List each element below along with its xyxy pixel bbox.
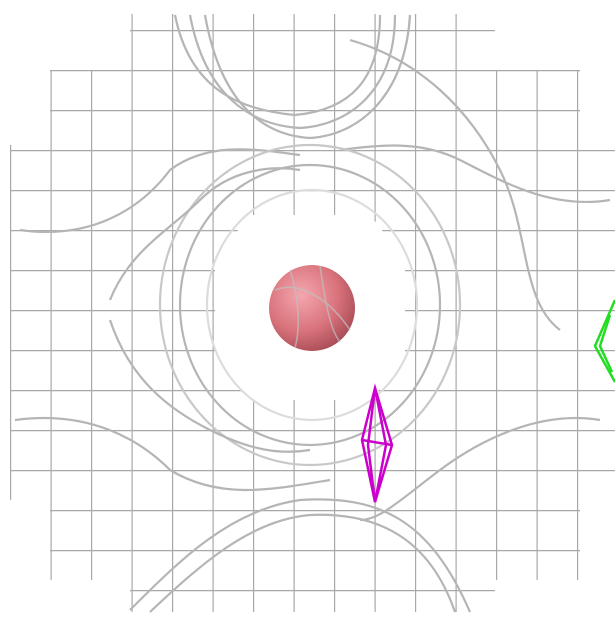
magenta-density xyxy=(360,383,394,503)
mesh-curves xyxy=(14,14,611,613)
sphere-mesh xyxy=(274,265,351,349)
atom-sphere xyxy=(269,265,355,351)
green-density xyxy=(593,299,615,383)
